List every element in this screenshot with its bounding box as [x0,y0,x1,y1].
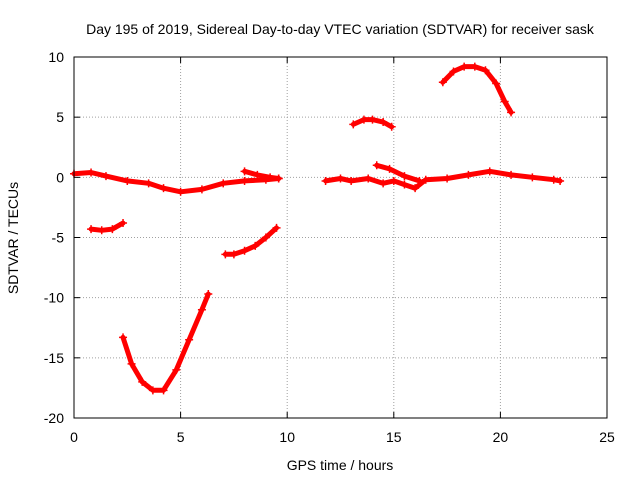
data-point [274,174,283,183]
x-tick-label: 10 [279,429,295,445]
data-point [321,176,330,185]
series-arc-near-zero-3 [323,168,563,191]
y-tick-label: -15 [44,350,64,366]
series-arc-high-hump [440,64,514,115]
data-point [347,176,356,185]
data-point [359,115,368,124]
data-point [415,176,424,185]
data-point [492,79,501,88]
y-tick-label: 5 [56,109,64,125]
data-point [400,180,409,189]
x-tick-label: 20 [493,429,509,445]
grid [74,57,607,418]
chart-title: Day 195 of 2019, Sidereal Day-to-day VTE… [86,21,595,37]
data-point [197,305,206,314]
data-point [229,250,238,259]
data-point [387,122,396,131]
data-point [368,115,377,124]
data-point [87,168,96,177]
data-point [438,78,447,87]
data-point [240,176,249,185]
data-point [97,226,106,235]
x-tick-label: 25 [599,429,615,445]
data-point [400,172,409,181]
data-point [528,173,537,182]
data-point [159,184,168,193]
data-point [411,184,420,193]
x-tick-label: 15 [386,429,402,445]
data-point [127,359,136,368]
x-axis-label: GPS time / hours [287,457,394,473]
data-point [251,241,260,250]
data-point [372,161,381,170]
data-point [261,233,270,242]
data-point [119,219,128,228]
data-point [272,223,281,232]
data-marks [70,62,565,395]
series-arc-rising [222,225,279,257]
data-point [101,172,110,181]
data-point [148,386,157,395]
data-point [204,290,213,299]
data-point [197,185,206,194]
y-axis: -20 -15 -10 -5 0 5 10 [44,49,607,426]
data-point [240,167,249,176]
x-tick-label: 5 [177,429,185,445]
data-point [549,175,558,184]
series-arc-near-zero-2 [242,168,282,181]
data-point [349,120,358,129]
data-point [240,246,249,255]
data-point [443,174,452,183]
y-tick-label: -10 [44,290,64,306]
data-point [108,225,117,234]
data-point [87,225,96,234]
data-point [266,173,275,182]
data-point [159,386,168,395]
data-point [379,179,388,188]
data-point [507,170,516,179]
data-point [144,179,153,188]
data-point [336,174,345,183]
y-tick-label: 10 [48,49,64,65]
y-tick-label: 0 [56,169,64,185]
data-point [460,62,469,71]
series-arc-near-zero-4 [374,162,422,184]
data-point [119,333,128,342]
data-point [185,335,194,344]
x-axis: 0 5 10 15 20 25 [70,57,615,445]
data-point [556,176,565,185]
data-point [364,174,373,183]
data-point [449,67,458,76]
data-point [172,365,181,374]
x-tick-label: 0 [70,429,78,445]
data-point [379,117,388,126]
data-point [507,108,516,117]
data-point [470,62,479,71]
data-point [485,167,494,176]
data-point [219,179,228,188]
data-point [481,66,490,75]
y-axis-label: SDTVAR / TECUs [5,182,21,294]
y-tick-label: -20 [44,410,64,426]
data-point [123,176,132,185]
data-point [385,164,394,173]
data-point [389,176,398,185]
data-point [138,377,147,386]
data-point [464,170,473,179]
data-point [500,97,509,106]
y-tick-label: -5 [52,230,65,246]
data-point [421,175,430,184]
data-point [221,250,230,259]
series-arc-deep-dip [120,291,211,393]
data-point [253,170,262,179]
data-point [176,187,185,196]
series-arc-low-short [88,220,126,233]
